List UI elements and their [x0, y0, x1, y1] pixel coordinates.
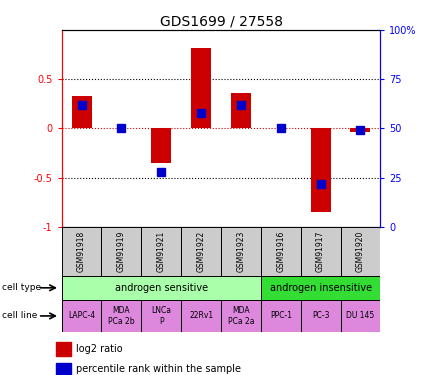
Text: percentile rank within the sample: percentile rank within the sample	[76, 364, 241, 374]
Bar	[340, 300, 380, 332]
Text: DU 145: DU 145	[346, 311, 374, 320]
Text: GSM91918: GSM91918	[77, 231, 86, 272]
Title: GDS1699 / 27558: GDS1699 / 27558	[159, 15, 283, 29]
Bar	[261, 300, 300, 332]
Bar	[340, 227, 380, 276]
Text: log2 ratio: log2 ratio	[76, 344, 123, 354]
Text: androgen sensitive: androgen sensitive	[115, 283, 208, 293]
Text: cell type: cell type	[2, 284, 41, 292]
Bar	[261, 227, 300, 276]
Bar	[261, 276, 380, 300]
Bar	[300, 227, 340, 276]
Text: PC-3: PC-3	[312, 311, 329, 320]
Bar	[102, 300, 141, 332]
Bar	[57, 363, 71, 375]
Bar	[221, 300, 261, 332]
Bar	[191, 48, 211, 128]
Bar	[221, 227, 261, 276]
Text: LAPC-4: LAPC-4	[68, 311, 95, 320]
Text: MDA
PCa 2a: MDA PCa 2a	[228, 306, 254, 326]
Bar	[62, 227, 102, 276]
Bar	[181, 300, 221, 332]
Bar	[71, 96, 91, 128]
Bar	[231, 93, 251, 128]
Text: GSM91921: GSM91921	[157, 231, 166, 272]
Bar	[181, 227, 221, 276]
Text: PPC-1: PPC-1	[270, 311, 292, 320]
Bar	[351, 128, 371, 132]
Text: GSM91919: GSM91919	[117, 231, 126, 272]
Text: GSM91920: GSM91920	[356, 231, 365, 272]
Bar	[141, 300, 181, 332]
Bar	[62, 276, 261, 300]
Text: MDA
PCa 2b: MDA PCa 2b	[108, 306, 135, 326]
Bar	[151, 128, 171, 163]
Text: LNCa
P: LNCa P	[151, 306, 171, 326]
Text: androgen insensitive: androgen insensitive	[269, 283, 372, 293]
Bar	[141, 227, 181, 276]
Bar	[102, 227, 141, 276]
Bar	[300, 300, 340, 332]
Bar	[311, 128, 331, 212]
Text: GSM91916: GSM91916	[276, 231, 285, 272]
Bar	[57, 342, 71, 356]
Text: cell line: cell line	[2, 311, 37, 320]
Text: 22Rv1: 22Rv1	[189, 311, 213, 320]
Bar	[62, 300, 102, 332]
Text: GSM91922: GSM91922	[197, 231, 206, 272]
Text: GSM91923: GSM91923	[236, 231, 245, 272]
Text: GSM91917: GSM91917	[316, 231, 325, 272]
